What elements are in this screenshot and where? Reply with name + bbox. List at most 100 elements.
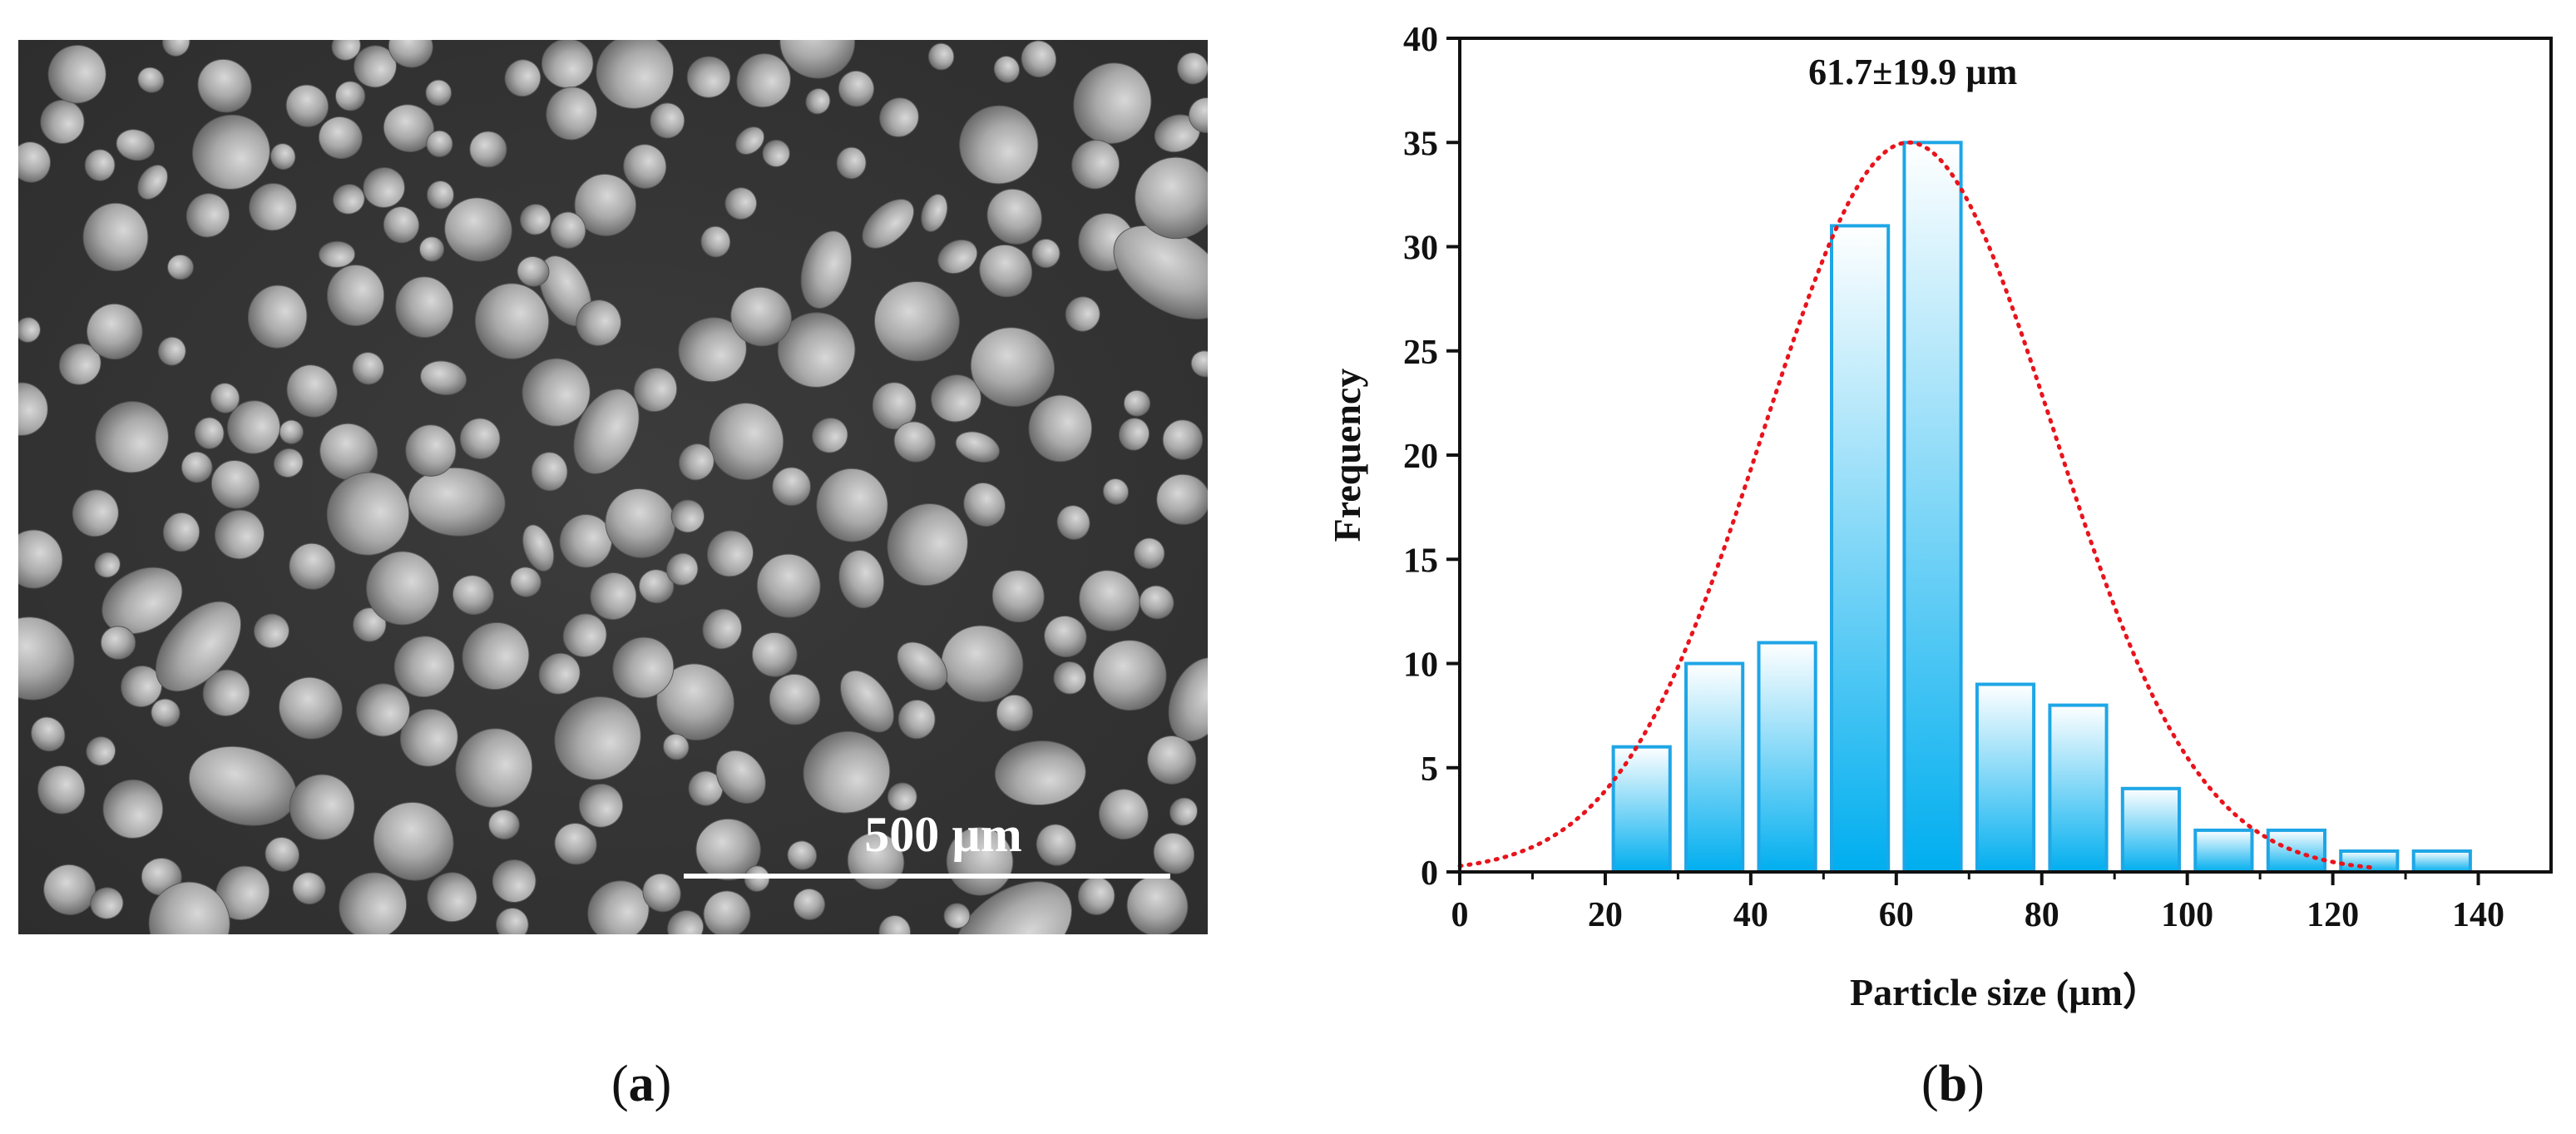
powder-particle xyxy=(94,552,121,578)
powder-particle xyxy=(279,676,343,740)
powder-particle xyxy=(724,187,758,220)
powder-particle xyxy=(1118,418,1150,451)
powder-particle xyxy=(82,202,149,272)
powder-particle xyxy=(40,99,85,144)
powder-particle xyxy=(488,809,520,840)
powder-particle xyxy=(769,673,821,725)
powder-particle xyxy=(1098,789,1149,839)
powder-particle xyxy=(840,670,894,733)
powder-particle xyxy=(546,87,598,141)
powder-particle xyxy=(289,774,355,840)
x-tick-label: 0 xyxy=(1451,896,1469,934)
powder-particle xyxy=(395,276,454,338)
powder-particle xyxy=(887,503,968,587)
powder-particle xyxy=(352,352,384,385)
powder-particle xyxy=(289,542,336,590)
powder-particle xyxy=(151,698,180,727)
powder-particle xyxy=(554,823,597,865)
powder-particle xyxy=(427,872,477,923)
x-tick-label: 140 xyxy=(2452,896,2504,934)
x-tick-label: 80 xyxy=(2025,896,2059,934)
powder-particle xyxy=(318,116,363,160)
powder-particle xyxy=(921,194,948,232)
y-tick-label: 10 xyxy=(1403,646,1438,685)
powder-particle xyxy=(1169,797,1198,826)
x-tick-label: 120 xyxy=(2307,896,2359,934)
powder-particle xyxy=(991,570,1045,623)
powder-particle xyxy=(963,483,1006,527)
powder-particle xyxy=(897,641,948,691)
powder-particle xyxy=(642,873,681,913)
y-tick-label: 15 xyxy=(1403,542,1438,580)
powder-particle xyxy=(31,716,66,752)
powder-particle xyxy=(459,418,501,459)
powder-particle xyxy=(666,552,699,586)
powder-particle xyxy=(95,401,169,473)
sem-micrograph: 500 µm xyxy=(0,4,1231,983)
powder-particle xyxy=(756,553,821,618)
powder-particle xyxy=(1056,505,1090,540)
powder-particle xyxy=(931,374,981,423)
powder-particle xyxy=(638,569,675,604)
powder-particle xyxy=(420,360,467,396)
x-tick-label: 40 xyxy=(1733,896,1768,934)
powder-particle xyxy=(86,736,116,766)
histogram-bar xyxy=(2048,703,2109,874)
powder-particle xyxy=(455,728,533,808)
powder-particle xyxy=(803,730,891,814)
normal-fit-curve xyxy=(1457,140,2379,870)
histogram-bar xyxy=(1975,682,2036,874)
sem-image: 500 µm xyxy=(0,4,1231,983)
y-tick-label: 5 xyxy=(1421,750,1438,789)
powder-particle xyxy=(777,312,856,388)
powder-particle xyxy=(137,67,165,93)
powder-particle xyxy=(744,865,770,892)
x-tick-label: 60 xyxy=(1879,896,1914,934)
powder-particle xyxy=(587,880,650,943)
powder-particle xyxy=(1147,735,1197,785)
powder-particle xyxy=(562,613,607,657)
powder-particle xyxy=(1126,875,1189,937)
powder-particle xyxy=(405,424,457,477)
powder-particle xyxy=(772,467,811,507)
powder-particle xyxy=(462,621,530,691)
powder-particle xyxy=(180,451,213,483)
powder-particle xyxy=(715,750,766,804)
powder-particle xyxy=(1093,640,1167,711)
powder-particle xyxy=(688,770,724,806)
powder-particle xyxy=(517,255,550,287)
powder-particle xyxy=(686,56,731,98)
powder-particle xyxy=(937,239,978,275)
powder-particle xyxy=(269,143,296,171)
powder-particle xyxy=(787,840,818,870)
powder-particle xyxy=(1162,419,1204,460)
powder-particle xyxy=(751,631,798,677)
powder-particle xyxy=(873,280,960,362)
y-axis-label: Frequency xyxy=(1326,369,1368,542)
powder-particle xyxy=(353,607,387,642)
powder-particle xyxy=(650,102,685,139)
powder-particle xyxy=(319,423,378,481)
powder-particle xyxy=(986,188,1042,245)
powder-particle xyxy=(72,489,119,537)
powder-particle xyxy=(100,626,136,660)
powder-particles xyxy=(0,4,1231,983)
powder-particle xyxy=(979,244,1033,298)
panel-label-a: (a) xyxy=(611,1056,672,1112)
powder-particle xyxy=(510,567,541,597)
powder-particle xyxy=(887,782,917,811)
powder-particle xyxy=(87,303,143,360)
powder-particle xyxy=(862,199,915,249)
powder-particle xyxy=(812,418,848,453)
powder-particle xyxy=(702,608,743,650)
powder-particle xyxy=(573,389,640,474)
histogram-bars xyxy=(1611,141,2472,874)
powder-particle xyxy=(333,184,365,215)
powder-particle xyxy=(1134,537,1165,569)
powder-particle xyxy=(612,636,675,699)
scale-bar-line xyxy=(684,874,1170,879)
powder-particle xyxy=(285,84,329,127)
powder-particle xyxy=(425,79,452,106)
powder-particle xyxy=(265,837,300,872)
y-tick-label: 30 xyxy=(1403,230,1438,268)
